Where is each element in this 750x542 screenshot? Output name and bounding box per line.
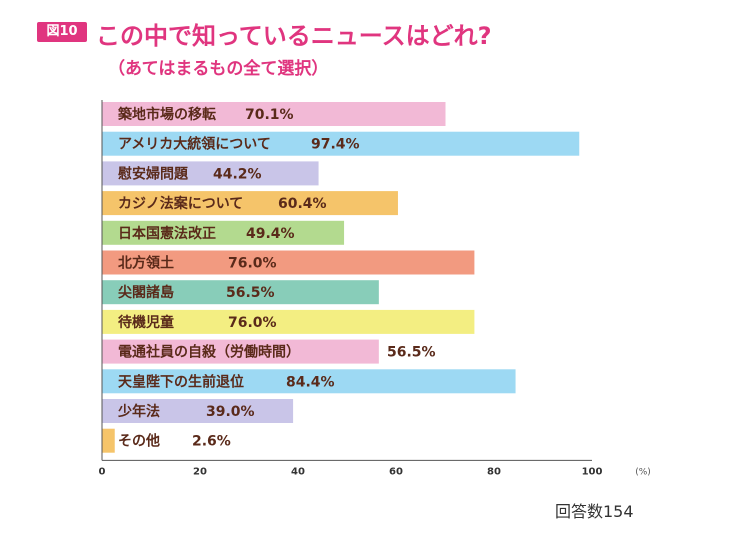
category-label-7: 待機児童 [118,314,174,331]
value-label-6: 56.5% [226,285,275,301]
category-label-1: アメリカ大統領について [118,136,271,153]
category-label-3: カジノ法案について [118,195,243,212]
bar-11 [102,428,115,453]
value-label-8: 56.5% [387,345,436,361]
category-label-0: 築地市場の移転 [117,106,216,123]
category-label-10: 少年法 [117,403,160,420]
x-tick-0: 0 [99,466,106,477]
value-label-9: 84.4% [286,374,335,390]
x-tick-5: 100 [582,466,603,477]
value-label-5: 76.0% [228,256,277,272]
value-label-2: 44.2% [213,166,262,182]
category-label-9: 天皇陛下の生前退位 [118,373,244,390]
value-label-0: 70.1% [245,107,294,123]
value-label-4: 49.4% [246,226,295,242]
response-count: 回答数154 [555,502,634,521]
x-tick-2: 40 [291,466,305,477]
x-tick-4: 80 [487,466,501,477]
bar-9 [102,369,516,394]
bar-5 [102,250,475,275]
value-label-1: 97.4% [311,137,360,153]
value-label-11: 2.6% [192,434,231,450]
x-tick-1: 20 [193,466,207,477]
x-tick-3: 60 [389,466,403,477]
bar-7 [102,309,475,334]
category-label-5: 北方領土 [118,255,174,272]
chart-title: この中で知っているニュースはどれ? [96,22,492,50]
x-axis-unit: (%) [635,467,651,477]
value-label-10: 39.0% [206,404,255,420]
category-label-2: 慰安婦問題 [118,165,189,182]
figure-badge: 図10 [37,22,87,42]
value-label-7: 76.0% [228,315,277,331]
bar-0 [102,102,446,126]
bar-4 [102,220,345,245]
bar-2 [102,161,319,186]
category-label-4: 日本国憲法改正 [118,225,216,242]
category-label-6: 尖閣諸島 [118,284,174,301]
bar-6 [102,280,379,305]
bar-8 [102,339,379,364]
chart-subtitle: （あてはまるもの全て選択） [108,59,329,79]
bar-10 [102,399,294,423]
bar-1 [102,131,580,156]
category-label-11: その他 [118,433,160,450]
value-label-3: 60.4% [278,196,327,212]
bar-3 [102,191,398,216]
category-label-8: 電通社員の自殺（労働時間） [118,344,300,361]
